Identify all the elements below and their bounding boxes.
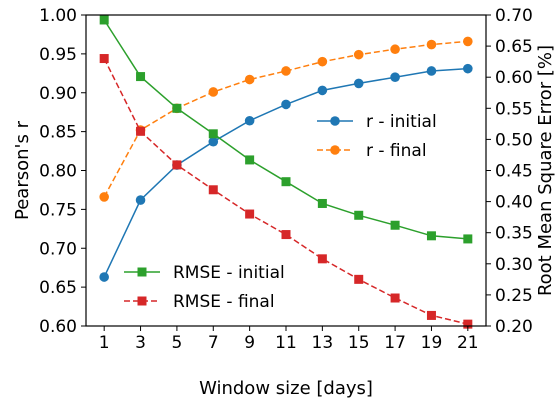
left-y-axis: 0.60 0.65 0.70 0.75 0.80 0.85 0.90 0.95 1.00 xyxy=(39,6,86,337)
data-point-r-initial xyxy=(99,272,109,282)
x-tick-label: 5 xyxy=(171,333,182,353)
left-y-tick-label: 0.65 xyxy=(39,278,77,298)
x-tick-label: 15 xyxy=(348,333,370,353)
data-point-r-initial xyxy=(463,63,473,74)
left-y-tick-label: 0.80 xyxy=(39,162,77,182)
legend-label-rmse-initial: RMSE - initial xyxy=(173,263,285,283)
legend-label-r-initial: r - initial xyxy=(366,112,437,132)
data-point-r-final xyxy=(353,49,364,60)
data-point-r-final xyxy=(390,44,400,55)
data-point-r-final xyxy=(426,39,437,50)
legend-r: r - initial r - final xyxy=(317,112,437,161)
data-point-r-final xyxy=(99,192,109,202)
legend-marker-r-final xyxy=(330,145,340,155)
left-y-tick-label: 0.70 xyxy=(39,239,77,259)
data-point-rmse-final xyxy=(208,185,218,195)
data-point-rmse-initial xyxy=(463,234,473,244)
left-y-tick-label: 1.00 xyxy=(39,6,77,26)
data-point-rmse-initial xyxy=(99,15,109,25)
x-tick-label: 13 xyxy=(312,333,334,353)
data-point-rmse-initial xyxy=(426,231,436,241)
data-point-rmse-final xyxy=(390,293,400,303)
data-point-rmse-final xyxy=(172,160,182,170)
x-tick-label: 9 xyxy=(244,333,255,353)
data-point-rmse-final xyxy=(281,230,291,240)
left-y-tick-label: 0.75 xyxy=(39,200,77,220)
left-y-tick-label: 0.85 xyxy=(39,123,77,143)
legend-marker-rmse-final xyxy=(137,296,147,306)
legend-label-rmse-final: RMSE - final xyxy=(173,292,275,312)
data-point-rmse-initial xyxy=(172,103,182,113)
data-point-r-final xyxy=(281,66,291,76)
legend-marker-r-initial xyxy=(330,116,340,126)
right-y-tick-label: 0.70 xyxy=(495,6,533,26)
x-tick-label: 19 xyxy=(421,333,443,353)
x-tick-label: 1 xyxy=(99,333,110,353)
data-point-rmse-initial xyxy=(208,129,218,139)
data-point-r-initial xyxy=(426,66,437,76)
data-point-rmse-final xyxy=(354,274,364,284)
right-y-axis-label: Root Mean Square Error [%] xyxy=(535,45,556,296)
right-y-tick-label: 0.25 xyxy=(495,286,533,306)
right-y-tick-label: 0.50 xyxy=(495,130,533,150)
data-point-rmse-initial xyxy=(136,72,146,82)
data-point-r-initial xyxy=(244,115,255,126)
left-y-tick-label: 0.95 xyxy=(39,45,77,65)
legend-marker-rmse-initial xyxy=(137,267,147,277)
x-tick-label: 11 xyxy=(275,333,297,353)
data-point-r-initial xyxy=(317,85,328,96)
data-point-rmse-initial xyxy=(281,177,291,187)
legend-label-r-final: r - final xyxy=(366,141,427,161)
data-point-rmse-final xyxy=(99,54,109,64)
x-tick-label: 7 xyxy=(208,333,219,353)
x-tick-label: 3 xyxy=(135,333,146,353)
data-point-rmse-final xyxy=(136,126,146,136)
left-y-tick-label: 0.60 xyxy=(39,317,77,337)
data-point-r-initial xyxy=(208,136,219,147)
right-y-tick-label: 0.60 xyxy=(495,68,533,88)
series-r-initial xyxy=(99,63,473,282)
x-tick-label: 21 xyxy=(457,333,479,353)
data-point-rmse-initial xyxy=(354,210,364,220)
x-axis-label: Window size [days] xyxy=(199,378,373,399)
data-point-rmse-final xyxy=(426,310,436,320)
data-point-r-initial xyxy=(281,99,291,110)
data-point-rmse-initial xyxy=(390,220,400,230)
series-rmse-final xyxy=(99,54,473,329)
data-point-r-initial xyxy=(353,78,364,89)
right-y-tick-label: 0.20 xyxy=(495,317,533,337)
data-point-r-final xyxy=(244,74,255,85)
right-y-tick-label: 0.65 xyxy=(495,37,533,57)
data-point-rmse-initial xyxy=(317,198,327,208)
right-y-tick-label: 0.45 xyxy=(495,162,533,182)
series-line-rmse-final xyxy=(103,58,468,325)
x-tick-label: 17 xyxy=(384,333,406,353)
x-axis: 1 3 5 7 9 11 13 15 17 19 21 xyxy=(99,326,479,353)
plot-area-frame xyxy=(85,14,487,327)
data-point-rmse-final xyxy=(317,254,327,264)
data-point-r-final xyxy=(208,87,219,97)
right-y-tick-label: 0.35 xyxy=(495,224,533,244)
series-layer xyxy=(99,15,473,329)
right-y-axis: 0.20 0.25 0.30 0.35 0.40 0.45 0.50 0.55 0.60 0.65… xyxy=(486,6,533,337)
data-point-r-initial xyxy=(390,72,400,82)
data-point-rmse-final xyxy=(463,319,473,329)
left-y-axis-label: Pearson's r xyxy=(12,120,33,220)
data-point-r-final xyxy=(463,36,473,47)
right-y-tick-label: 0.30 xyxy=(495,255,533,275)
legend-rmse: RMSE - initial RMSE - final xyxy=(124,263,285,312)
data-point-rmse-initial xyxy=(245,155,255,165)
data-point-rmse-final xyxy=(245,209,255,219)
series-rmse-initial xyxy=(99,15,473,244)
data-point-r-final xyxy=(317,56,328,67)
right-y-tick-label: 0.40 xyxy=(495,193,533,213)
right-y-tick-label: 0.55 xyxy=(495,99,533,119)
left-y-tick-label: 0.90 xyxy=(39,84,77,104)
data-point-r-initial xyxy=(135,195,146,205)
